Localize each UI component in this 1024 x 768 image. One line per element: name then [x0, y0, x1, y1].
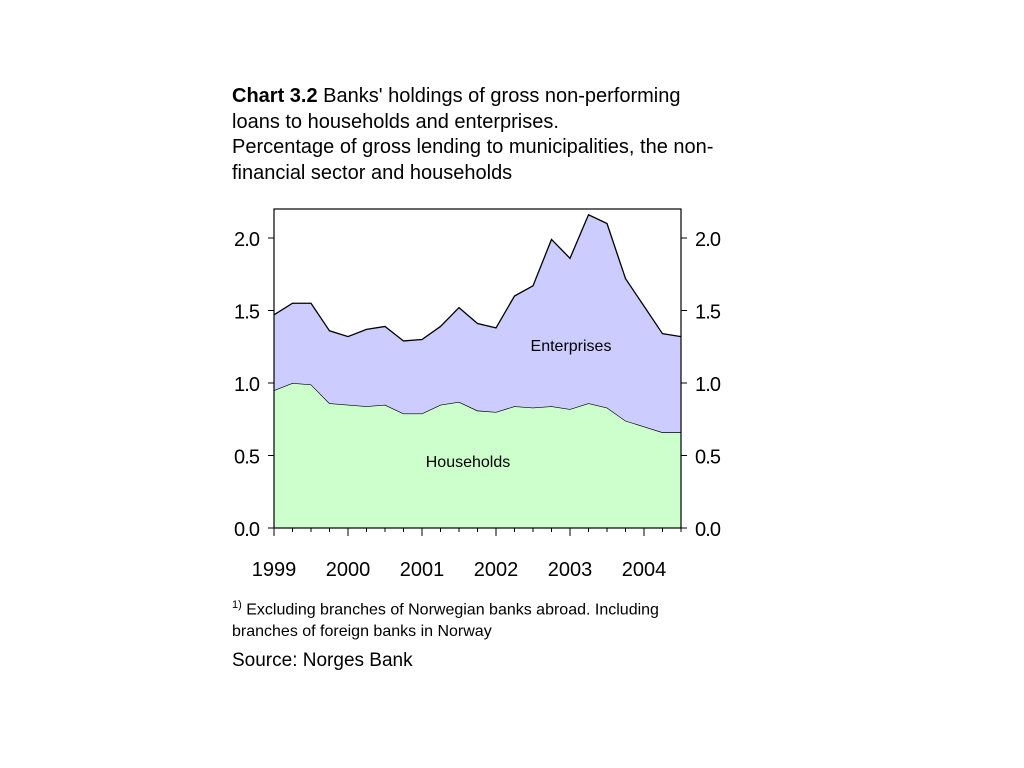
line-enterprises [273, 213, 682, 342]
x-tick-label: 2003 [548, 559, 593, 581]
y-tick-label-right: 1.0 [695, 374, 721, 396]
footnote-text: Excluding branches of Norwegian banks ab… [232, 601, 659, 641]
area-households [274, 383, 681, 528]
chart-title-text: Banks' holdings of gross non-performing … [232, 85, 681, 133]
enterprises-label: Enterprises [531, 338, 612, 355]
y-tick-label-left: 1.0 [234, 374, 260, 396]
x-tick-label: 2000 [326, 559, 371, 581]
y-tick-label-right: 0.0 [695, 519, 721, 541]
x-tick-label: 2002 [474, 559, 519, 581]
y-tick-label-left: 1.5 [234, 302, 260, 324]
y-tick-label-right: 0.5 [695, 447, 721, 469]
y-tick-label-left: 0.0 [234, 519, 260, 541]
chart-number: Chart 3.2 [232, 85, 318, 107]
source-note: Source: Norges Bank [232, 650, 413, 671]
y-tick-label-right: 2.0 [695, 229, 721, 251]
x-tick-label: 2001 [400, 559, 445, 581]
footnote-marker: 1) [232, 599, 242, 611]
chart-subtitle: Percentage of gross lending to municipal… [232, 136, 714, 184]
x-tick-label: 2004 [622, 559, 667, 581]
y-tick-label-left: 0.5 [234, 447, 260, 469]
y-tick-label-right: 1.5 [695, 302, 721, 324]
footnote: 1) Excluding branches of Norwegian banks… [232, 594, 702, 643]
x-tick-label: 1999 [252, 559, 297, 581]
households-label: Households [426, 454, 511, 471]
chart-title: Chart 3.2 Banks' holdings of gross non-p… [232, 84, 732, 186]
y-tick-label-left: 2.0 [234, 229, 260, 251]
